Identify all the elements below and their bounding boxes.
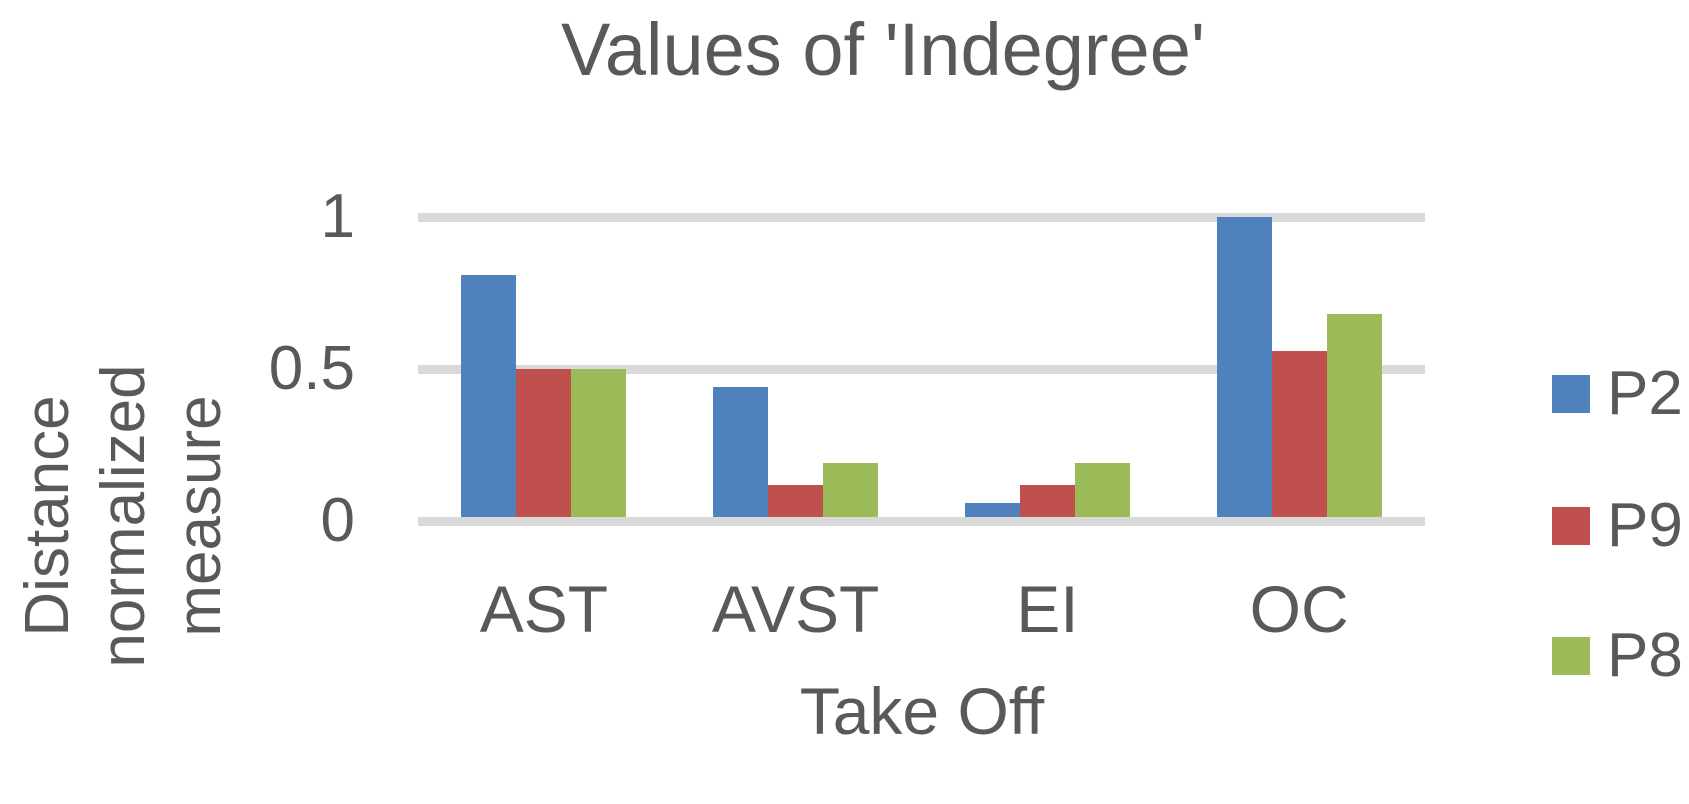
legend-swatch-icon (1552, 507, 1590, 545)
bar-P8-AVST (823, 463, 879, 517)
y-axis-title: Distance normalized measure (10, 236, 234, 796)
y-tick-label: 0.5 (268, 334, 355, 403)
bar-P9-AVST (768, 484, 824, 517)
legend-swatch-icon (1552, 637, 1590, 675)
gridline-y-0 (418, 517, 1425, 526)
gridline-y-0.5 (418, 365, 1425, 374)
legend-swatch-icon (1552, 375, 1590, 413)
category-label-EI: EI (1016, 572, 1079, 646)
category-label-AVST: AVST (711, 572, 880, 646)
legend-label: P8 (1607, 621, 1683, 690)
legend-item-P9: P9 (1552, 495, 1683, 557)
bar-P2-AST (461, 274, 517, 517)
y-tick-label: 1 (320, 182, 355, 251)
bar-P9-EI (1019, 484, 1075, 517)
bar-P8-AST (571, 369, 627, 517)
chart-title: Values of 'Indegree' (561, 8, 1205, 91)
bar-P9-OC (1271, 350, 1327, 517)
bar-P2-OC (1216, 217, 1272, 517)
x-axis-title: Take Off (799, 674, 1045, 748)
legend-item-P2: P2 (1552, 363, 1683, 425)
bar-P8-EI (1074, 463, 1130, 517)
bar-P9-AST (516, 369, 572, 517)
y-tick-label: 0 (320, 486, 355, 555)
legend-item-P8: P8 (1552, 625, 1683, 687)
bar-P2-EI (964, 502, 1020, 517)
gridline-y-1 (418, 213, 1425, 222)
bar-P2-AVST (713, 387, 769, 517)
legend-label: P9 (1607, 491, 1683, 560)
legend-label: P2 (1607, 359, 1683, 428)
bar-P8-OC (1326, 314, 1382, 517)
category-label-OC: OC (1249, 572, 1349, 646)
y-axis-title-line1: Distance normalized (13, 364, 158, 668)
category-label-AST: AST (479, 572, 609, 646)
